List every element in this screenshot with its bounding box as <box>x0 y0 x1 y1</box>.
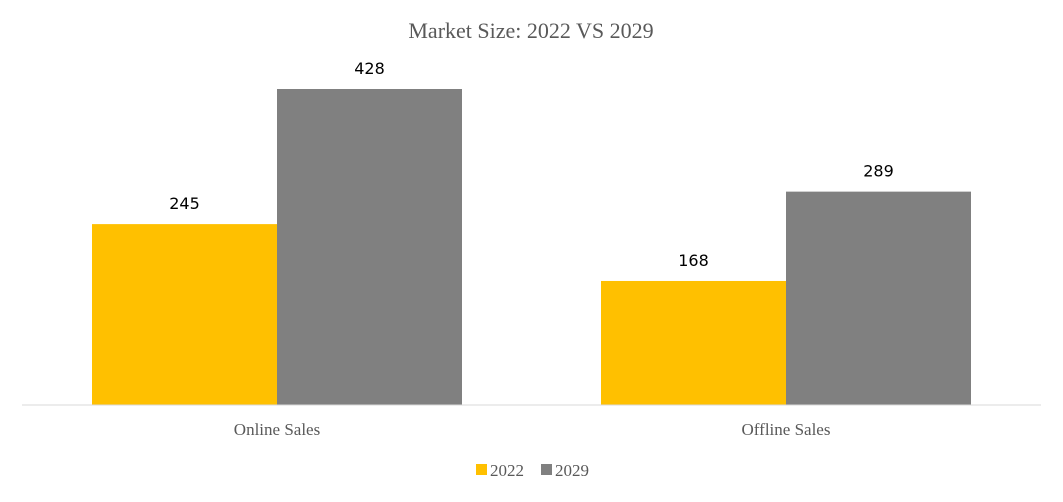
bar-2022-0 <box>92 224 277 405</box>
data-label-2029-1: 289 <box>863 162 894 181</box>
legend-swatch-2029 <box>541 464 552 475</box>
bar-2029-0 <box>277 89 462 405</box>
bar-2029-1 <box>786 191 971 405</box>
legend-label-2022: 2022 <box>490 461 524 480</box>
data-labels-layer: 245 428 168 289 <box>169 59 894 270</box>
bar-2022-1 <box>601 280 786 405</box>
legend: 2022 2029 <box>476 461 589 480</box>
data-label-2029-0: 428 <box>354 59 385 78</box>
category-label-0: Online Sales <box>234 420 320 439</box>
category-labels-layer: Online Sales Offline Sales <box>234 420 831 439</box>
data-label-2022-1: 168 <box>678 251 709 270</box>
data-label-2022-0: 245 <box>169 194 200 213</box>
bars-layer <box>92 89 971 405</box>
legend-swatch-2022 <box>476 464 487 475</box>
chart-title: Market Size: 2022 VS 2029 <box>408 18 653 43</box>
category-label-1: Offline Sales <box>742 420 831 439</box>
legend-label-2029: 2029 <box>555 461 589 480</box>
